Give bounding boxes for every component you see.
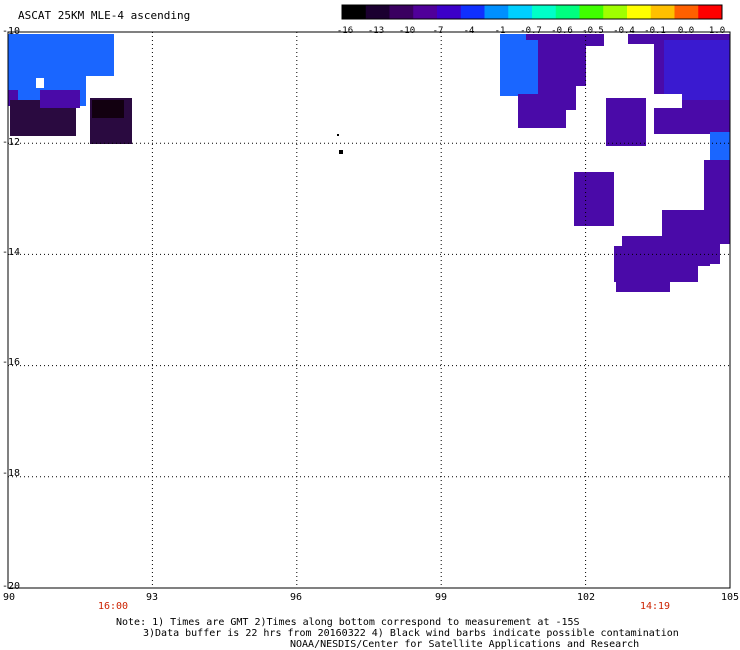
pass-time-label: 16:00 [97, 601, 129, 612]
lat-lon-grid [8, 32, 730, 588]
colorbar-swatch [650, 5, 675, 19]
swath-gap [654, 94, 682, 108]
swath-cell [8, 34, 98, 78]
colorbar-swatch [342, 5, 367, 19]
colorbar-tick: -0.6 [551, 26, 573, 36]
colorbar-tick: -7 [432, 26, 444, 36]
island-marks [337, 134, 343, 154]
colorbar-swatch [437, 5, 462, 19]
scatterometer-swath [8, 34, 730, 292]
lat-label: -18 [2, 468, 21, 479]
swath-cell [518, 104, 566, 128]
colorbar-tick: -13 [367, 26, 385, 36]
colorbar-swatch [413, 5, 438, 19]
colorbar-tick: -0.4 [613, 26, 635, 36]
lon-label: 93 [145, 592, 159, 603]
lat-label: -10 [2, 26, 21, 37]
colorbar-tick: -0.1 [644, 26, 666, 36]
lat-label: -12 [2, 137, 21, 148]
colorbar-tick: -10 [398, 26, 416, 36]
lon-label: 105 [720, 592, 740, 603]
swath-cell [628, 34, 654, 44]
colorbar-swatch [365, 5, 390, 19]
swath-cell [8, 90, 18, 106]
swath-cell [616, 276, 670, 292]
colorbar-swatches [342, 5, 723, 19]
note-line-3: NOAA/NESDIS/Center for Satellite Applica… [290, 639, 640, 650]
colorbar-swatch [579, 5, 604, 19]
swath-gap [86, 76, 116, 96]
lat-label: -14 [2, 247, 21, 258]
note-line-1: Note: 1) Times are GMT 2)Times along bot… [116, 617, 580, 628]
lon-label: 90 [2, 592, 16, 603]
colorbar-tick: 1.0 [708, 26, 726, 36]
swath-cell [574, 172, 614, 226]
swath-gap [604, 34, 618, 64]
swath-cell [92, 100, 124, 118]
lon-label: 96 [289, 592, 303, 603]
lon-label: 99 [434, 592, 448, 603]
swath-gap [36, 78, 44, 88]
colorbar-swatch [460, 5, 485, 19]
colorbar-swatch [508, 5, 533, 19]
swath-cell [40, 90, 80, 108]
colorbar-tick: -4 [463, 26, 475, 36]
colorbar-tick: -0.7 [520, 26, 542, 36]
swath-cell [606, 98, 646, 146]
map-frame [7, 31, 731, 589]
lat-label: -16 [2, 357, 21, 368]
colorbar [341, 4, 723, 20]
colorbar-swatch [484, 5, 509, 19]
colorbar-tick: -16 [336, 26, 354, 36]
lat-label: -20 [2, 581, 21, 592]
colorbar-swatch [389, 5, 414, 19]
colorbar-tick: -1 [494, 26, 506, 36]
colorbar-swatch [674, 5, 699, 19]
map-title: ASCAT 25KM MLE-4 ascending [18, 9, 191, 22]
colorbar-swatch [532, 5, 557, 19]
colorbar-frame [341, 4, 723, 20]
colorbar-tick: -0.5 [582, 26, 604, 36]
lon-label: 102 [576, 592, 596, 603]
pass-time-label: 14:19 [639, 601, 671, 612]
colorbar-tick: 0.0 [677, 26, 695, 36]
colorbar-swatch [698, 5, 723, 19]
note-line-2: 3)Data buffer is 22 hrs from 20160322 4)… [143, 628, 679, 639]
colorbar-swatch [603, 5, 628, 19]
swath-gap [586, 46, 608, 86]
swath-cell [664, 40, 730, 100]
colorbar-swatch [627, 5, 652, 19]
swath-cell [508, 40, 538, 94]
colorbar-swatch [555, 5, 580, 19]
